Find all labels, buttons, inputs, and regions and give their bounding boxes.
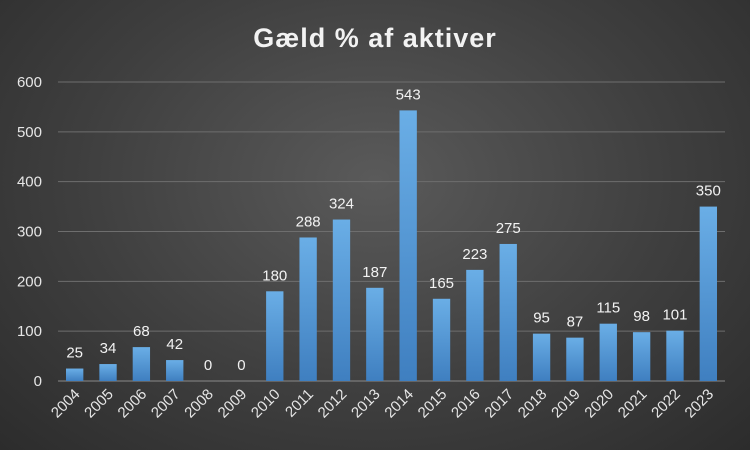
- data-label-2019: 87: [567, 314, 584, 331]
- data-label-2021: 98: [633, 308, 650, 325]
- x-tick-label: 2016: [448, 386, 484, 422]
- bar-2007: [166, 360, 184, 381]
- x-tick-label: 2020: [581, 386, 617, 422]
- data-label-2005: 34: [100, 340, 117, 357]
- data-label-2015: 165: [429, 275, 454, 292]
- bar-2011: [299, 237, 317, 381]
- x-tick-label: 2015: [415, 386, 451, 422]
- y-tick-label: 200: [17, 273, 42, 290]
- x-tick-label: 2017: [481, 386, 517, 422]
- gridlines: [58, 81, 725, 382]
- x-tick-label: 2011: [282, 386, 317, 421]
- data-label-2010: 180: [262, 267, 287, 284]
- bar-2006: [132, 347, 151, 381]
- x-tick-label: 2014: [381, 386, 417, 422]
- bar-2014: [399, 110, 417, 381]
- data-label-2007: 42: [166, 336, 183, 353]
- chart-title: Gæld % af aktiver: [253, 23, 497, 53]
- y-tick-label: 500: [17, 124, 42, 141]
- data-label-2011: 288: [296, 213, 321, 230]
- bar-2020: [599, 323, 617, 381]
- x-tick-label: 2022: [648, 386, 684, 422]
- data-label-2020: 115: [596, 300, 620, 317]
- bar-2023: [699, 206, 717, 381]
- data-label-2014: 543: [396, 86, 421, 103]
- bar-2022: [666, 330, 684, 381]
- x-tick-label: 2008: [181, 386, 217, 422]
- bar-2018: [532, 333, 551, 381]
- bar-2013: [366, 287, 384, 381]
- x-tick-label: 2023: [682, 386, 718, 422]
- y-tick-label: 100: [17, 323, 42, 340]
- data-label-2008: 0: [204, 357, 212, 374]
- y-tick-label: 400: [17, 174, 42, 191]
- y-tick-label: 600: [17, 74, 42, 91]
- x-tick-label: 2009: [215, 386, 251, 422]
- bar-2021: [632, 332, 651, 381]
- data-label-2016: 223: [462, 246, 487, 263]
- y-axis: 0 100 200 300 400 500 600: [17, 74, 42, 390]
- x-tick-label: 2012: [315, 386, 351, 422]
- bar-2012: [332, 219, 351, 381]
- data-label-2023: 350: [696, 183, 721, 200]
- data-label-2013: 187: [362, 264, 387, 281]
- bar-2005: [99, 364, 117, 381]
- x-axis: 2004200520062007200820092010201120122013…: [48, 386, 717, 422]
- bar-2010: [266, 291, 284, 381]
- x-tick-label: 2007: [148, 386, 184, 422]
- data-label-2018: 95: [533, 310, 550, 327]
- data-label-2006: 68: [133, 323, 150, 340]
- x-tick-label: 2013: [348, 386, 384, 422]
- data-label-2017: 275: [496, 220, 521, 237]
- data-label-2009: 0: [237, 357, 245, 374]
- data-labels: 25 34 68 42 0 0 180 288 324 187 543 165 223 275 95 87 11…: [66, 86, 721, 374]
- bars: [66, 110, 717, 381]
- bar-2016: [466, 269, 484, 381]
- bar-2004: [66, 368, 84, 381]
- bar-2019: [566, 337, 584, 381]
- x-tick-label: 2021: [615, 386, 651, 422]
- x-tick-label: 2019: [548, 386, 584, 422]
- x-tick-label: 2006: [115, 386, 151, 422]
- y-tick-label: 0: [34, 373, 42, 390]
- bar-2015: [432, 298, 451, 381]
- y-tick-label: 300: [17, 224, 42, 241]
- data-label-2012: 324: [329, 196, 354, 213]
- x-tick-label: 2010: [248, 386, 284, 422]
- x-tick-label: 2004: [48, 386, 84, 422]
- data-label-2022: 101: [662, 307, 687, 324]
- x-tick-label: 2005: [81, 386, 117, 422]
- x-tick-label: 2018: [515, 386, 551, 422]
- data-label-2004: 25: [66, 345, 83, 362]
- bar-2017: [499, 243, 517, 381]
